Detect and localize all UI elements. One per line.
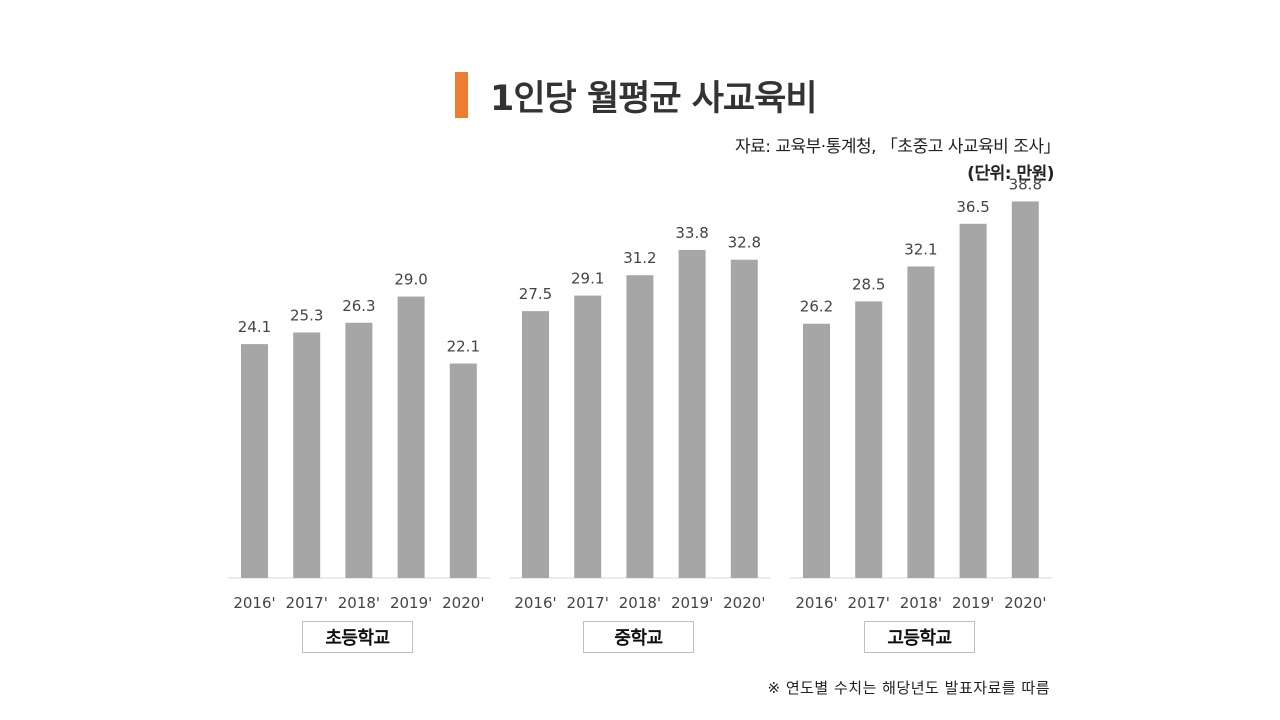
value-label-middle-0: 27.5 <box>519 285 552 303</box>
tick-label-middle-2: 2018' <box>619 594 661 612</box>
tick-label-middle-4: 2020' <box>723 594 765 612</box>
bar-high-0 <box>803 323 830 578</box>
tick-label-elementary-0: 2016' <box>233 594 275 612</box>
tick-label-middle-3: 2019' <box>671 594 713 612</box>
value-label-high-3: 36.5 <box>956 198 989 216</box>
value-label-middle-1: 29.1 <box>571 270 604 288</box>
tick-label-elementary-4: 2020' <box>442 594 484 612</box>
value-label-middle-2: 31.2 <box>623 249 656 267</box>
bar-high-4 <box>1011 201 1039 579</box>
value-label-middle-4: 32.8 <box>728 234 761 252</box>
bar-high-1 <box>855 301 883 578</box>
bar-elementary-1 <box>293 332 321 578</box>
tick-label-high-1: 2017' <box>848 594 890 612</box>
value-label-high-2: 32.1 <box>904 240 937 258</box>
tick-label-elementary-1: 2017' <box>286 594 328 612</box>
value-label-elementary-4: 22.1 <box>447 338 480 356</box>
title-accent-bar <box>455 72 468 118</box>
bar-elementary-2 <box>345 322 373 578</box>
group-label-middle: 중학교 <box>583 621 694 653</box>
chart-title: 1인당 월평균 사교육비 <box>490 78 818 119</box>
group-label-elementary: 초등학교 <box>302 621 413 653</box>
value-label-elementary-2: 26.3 <box>342 297 375 315</box>
bar-elementary-0 <box>241 344 268 578</box>
footnote: ※ 연도별 수치는 해당년도 발표자료를 따름 <box>767 679 1050 697</box>
tick-label-elementary-2: 2018' <box>338 594 380 612</box>
tick-label-middle-1: 2017' <box>567 594 609 612</box>
group-label-high: 고등학교 <box>864 621 975 653</box>
unit-label: (단위: 만원) <box>967 164 1054 184</box>
tick-label-high-0: 2016' <box>795 594 837 612</box>
bar-elementary-4 <box>449 363 477 578</box>
bar-elementary-3 <box>397 296 425 578</box>
tick-label-high-3: 2019' <box>952 594 994 612</box>
bar-high-3 <box>959 223 987 578</box>
bar-middle-2 <box>626 275 654 578</box>
value-label-high-0: 26.2 <box>800 298 833 316</box>
bar-high-2 <box>907 266 935 578</box>
tick-label-elementary-3: 2019' <box>390 594 432 612</box>
value-label-middle-3: 33.8 <box>675 224 708 242</box>
bar-middle-3 <box>678 249 706 578</box>
title-group: 1인당 월평균 사교육비 <box>455 72 818 119</box>
value-label-elementary-1: 25.3 <box>290 306 323 324</box>
value-label-elementary-0: 24.1 <box>238 318 271 336</box>
bar-middle-0 <box>522 311 549 578</box>
value-label-high-4: 38.8 <box>1009 175 1042 193</box>
value-label-high-1: 28.5 <box>852 275 885 293</box>
bar-middle-4 <box>730 259 758 578</box>
value-label-elementary-3: 29.0 <box>394 271 427 289</box>
tick-label-high-2: 2018' <box>900 594 942 612</box>
bar-middle-1 <box>574 295 602 578</box>
tick-label-high-4: 2020' <box>1004 594 1046 612</box>
source-note: 자료: 교육부·통계청, 「초중고 사교육비 조사」 <box>734 137 1061 157</box>
tick-label-middle-0: 2016' <box>514 594 556 612</box>
